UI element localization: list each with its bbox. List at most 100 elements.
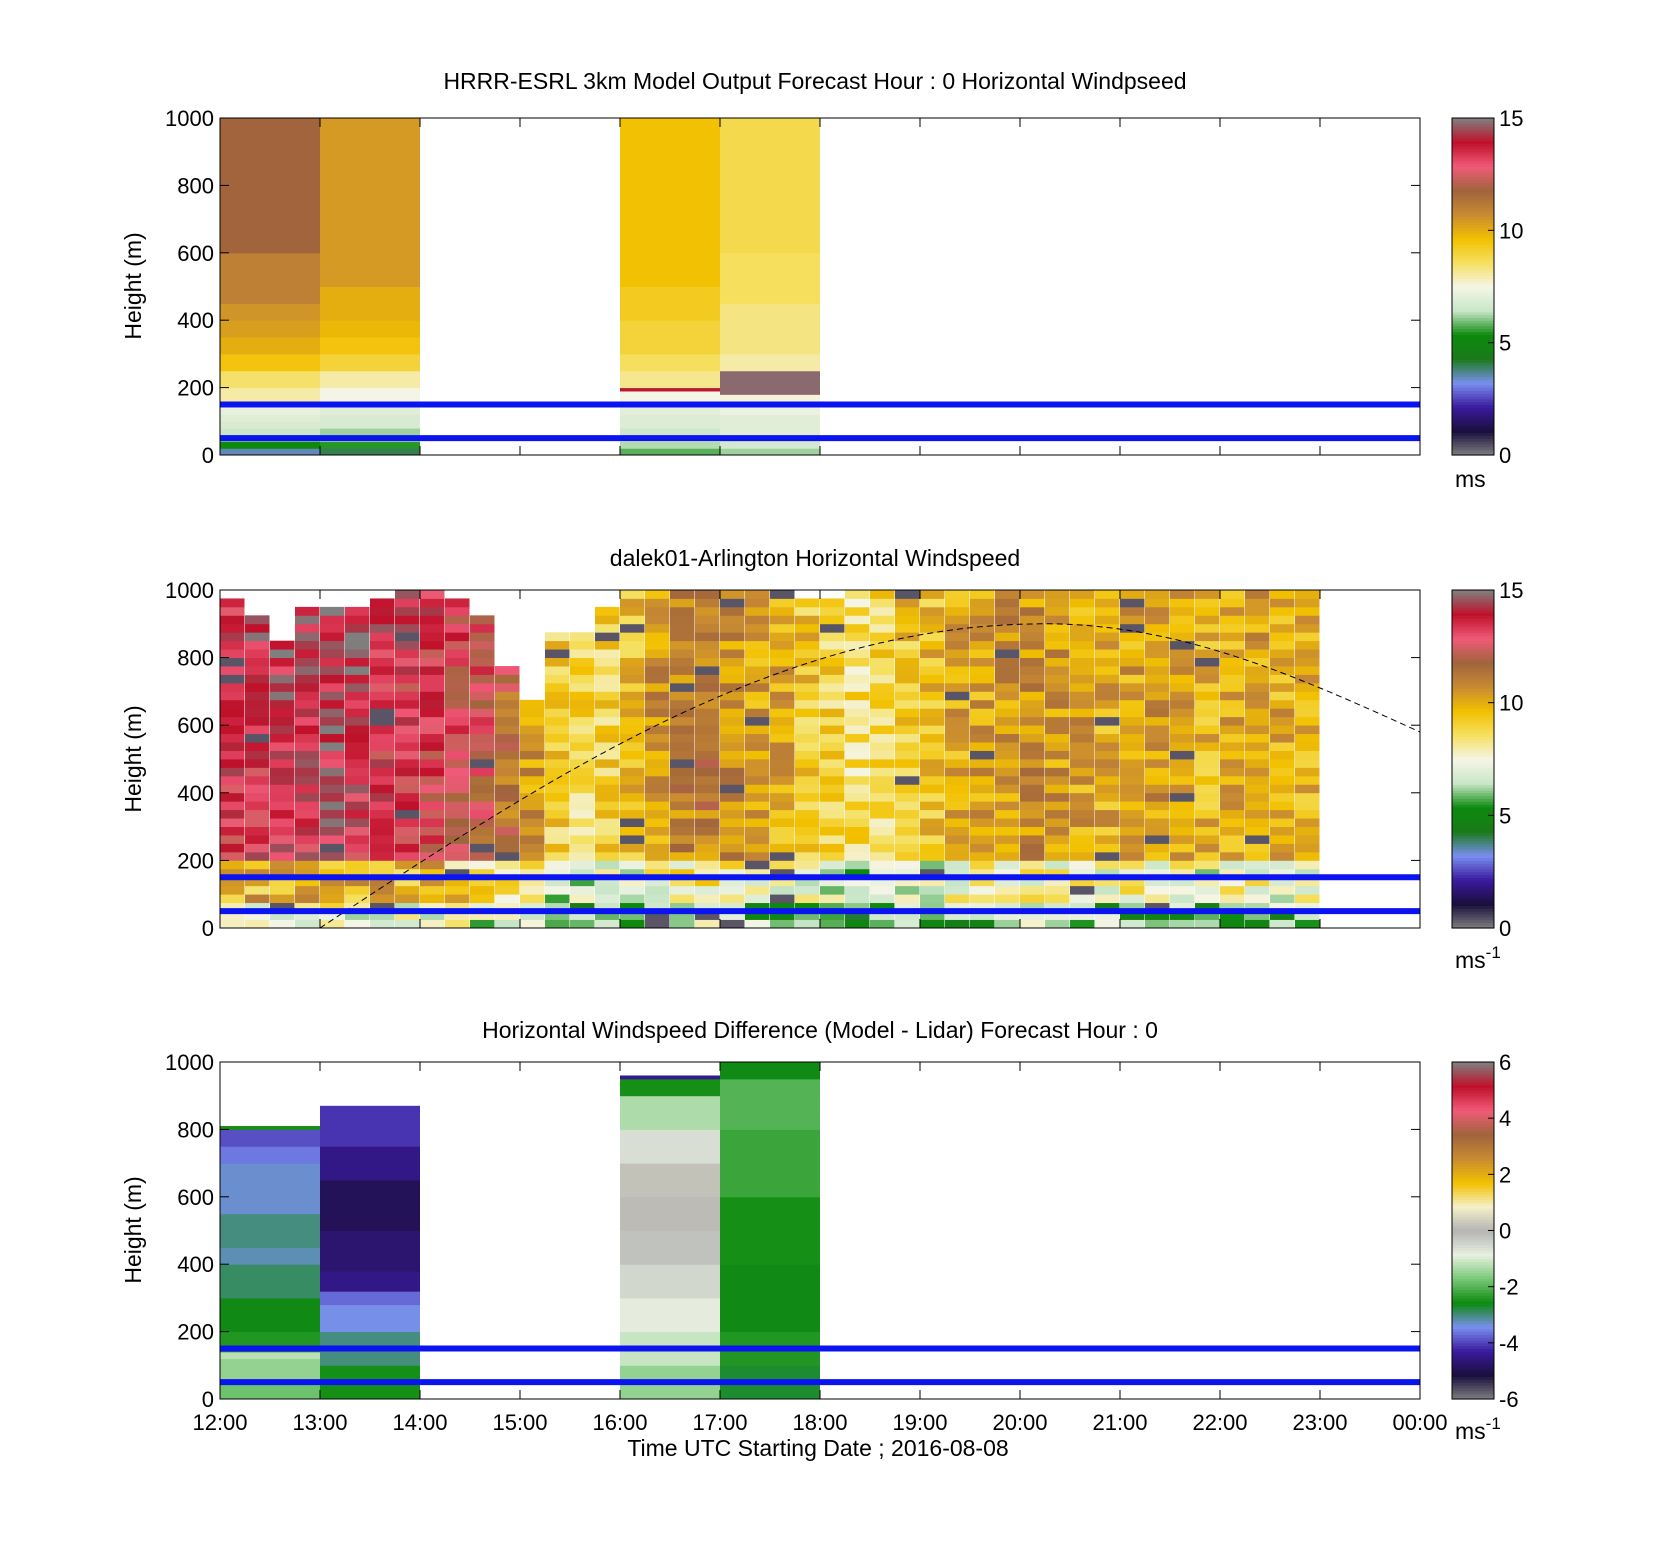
y-tick-label: 0 bbox=[202, 443, 214, 468]
heatmap-cell bbox=[470, 902, 495, 912]
heatmap-cell bbox=[895, 682, 920, 692]
heatmap-cell bbox=[570, 902, 595, 912]
heatmap-cell bbox=[1295, 767, 1320, 777]
colorbar-segment bbox=[1452, 202, 1494, 206]
heatmap-cell bbox=[570, 733, 595, 743]
colorbar-segment bbox=[1452, 258, 1494, 262]
heatmap-cell bbox=[645, 826, 670, 836]
heatmap-cell bbox=[920, 606, 945, 616]
colorbar-segment bbox=[1452, 165, 1494, 170]
heatmap-cell bbox=[1170, 851, 1195, 861]
heatmap-cell bbox=[620, 725, 645, 735]
heatmap-cell bbox=[820, 851, 845, 861]
heatmap-cell bbox=[1120, 784, 1145, 794]
heatmap-cell bbox=[1170, 877, 1195, 887]
heatmap-cell bbox=[745, 666, 770, 675]
colorbar-segment bbox=[1452, 1098, 1494, 1102]
heatmap-cell bbox=[545, 691, 570, 701]
colorbar-segment bbox=[1452, 241, 1494, 245]
heatmap-cell bbox=[1245, 598, 1270, 608]
heatmap-cell bbox=[345, 691, 370, 701]
heatmap-cell bbox=[670, 835, 695, 844]
colorbar-tick-label: 10 bbox=[1499, 218, 1523, 243]
heatmap-cell bbox=[320, 666, 345, 675]
heatmap-cell bbox=[470, 682, 495, 692]
heatmap-cell bbox=[720, 252, 820, 304]
heatmap-cell bbox=[1270, 911, 1295, 920]
colorbar-segment bbox=[1452, 348, 1494, 352]
heatmap-cell bbox=[1020, 682, 1045, 692]
heatmap-cell bbox=[1120, 674, 1145, 684]
heatmap-cell bbox=[570, 666, 595, 675]
heatmap-cell bbox=[620, 615, 645, 625]
heatmap-cell bbox=[545, 818, 570, 827]
heatmap-cell bbox=[370, 801, 395, 811]
heatmap-cell bbox=[620, 606, 645, 616]
heatmap-cell bbox=[1295, 759, 1320, 768]
heatmap-cell bbox=[320, 1270, 420, 1292]
heatmap-cell bbox=[495, 716, 520, 726]
colorbar-segment bbox=[1452, 1373, 1494, 1378]
heatmap-cell bbox=[495, 691, 520, 701]
heatmap-cell bbox=[1045, 851, 1070, 861]
colorbar-segment bbox=[1452, 367, 1494, 372]
colorbar-segment bbox=[1452, 1238, 1494, 1243]
heatmap-cell bbox=[1170, 911, 1195, 920]
heatmap-cell bbox=[420, 902, 445, 912]
colorbar-segment bbox=[1452, 118, 1494, 122]
heatmap-cell bbox=[1095, 894, 1120, 904]
heatmap-cell bbox=[1120, 657, 1145, 667]
heatmap-cell bbox=[1295, 826, 1320, 836]
heatmap-cell bbox=[295, 708, 320, 718]
heatmap-cell bbox=[1195, 590, 1220, 599]
heatmap-cell bbox=[320, 387, 420, 402]
heatmap-cell bbox=[995, 606, 1020, 616]
heatmap-cell bbox=[570, 742, 595, 751]
colorbar-segment bbox=[1452, 1078, 1494, 1083]
heatmap-cell bbox=[245, 919, 270, 929]
colorbar-segment bbox=[1452, 452, 1494, 456]
heatmap-cell bbox=[970, 598, 995, 608]
heatmap-cell bbox=[595, 902, 620, 912]
heatmap-cell bbox=[820, 725, 845, 735]
heatmap-cell bbox=[420, 868, 445, 878]
heatmap-cell bbox=[420, 911, 445, 920]
heatmap-cell bbox=[1220, 885, 1245, 895]
heatmap-cell bbox=[770, 784, 795, 794]
heatmap-cell bbox=[695, 606, 720, 616]
heatmap-cell bbox=[620, 1264, 720, 1299]
heatmap-cell bbox=[720, 632, 745, 642]
heatmap-cell bbox=[670, 902, 695, 912]
heatmap-cell bbox=[620, 1095, 720, 1130]
heatmap-cell bbox=[1245, 632, 1270, 642]
heatmap-cell bbox=[1270, 784, 1295, 794]
heatmap-cell bbox=[220, 885, 245, 895]
colorbar-segment bbox=[1452, 798, 1494, 802]
heatmap-cell bbox=[845, 826, 870, 836]
heatmap-cell bbox=[495, 792, 520, 802]
heatmap-cell bbox=[820, 742, 845, 751]
heatmap-cell bbox=[395, 598, 420, 608]
colorbar-segment bbox=[1452, 1370, 1494, 1375]
colorbar-segment bbox=[1452, 1393, 1494, 1397]
colorbar-segment bbox=[1452, 129, 1494, 133]
heatmap-cell bbox=[845, 699, 870, 709]
heatmap-cell bbox=[545, 775, 570, 785]
heatmap-cell bbox=[220, 421, 320, 429]
heatmap-cell bbox=[795, 894, 820, 904]
colorbar-segment bbox=[1452, 1272, 1494, 1277]
colorbar-segment bbox=[1452, 314, 1494, 318]
heatmap-cell bbox=[870, 674, 895, 684]
heatmap-cell bbox=[845, 818, 870, 827]
heatmap-cell bbox=[320, 337, 420, 355]
heatmap-cell bbox=[1270, 767, 1295, 777]
heatmap-cell bbox=[395, 615, 420, 625]
colorbar-segment bbox=[1452, 1222, 1494, 1226]
colorbar-segment bbox=[1452, 435, 1494, 439]
heatmap-cell bbox=[1045, 649, 1070, 658]
heatmap-cell bbox=[670, 615, 695, 625]
heatmap-cell bbox=[420, 691, 445, 701]
heatmap-cell bbox=[1195, 682, 1220, 692]
colorbar-unit-superscript: -1 bbox=[1486, 1414, 1501, 1433]
heatmap-cell bbox=[620, 835, 645, 844]
